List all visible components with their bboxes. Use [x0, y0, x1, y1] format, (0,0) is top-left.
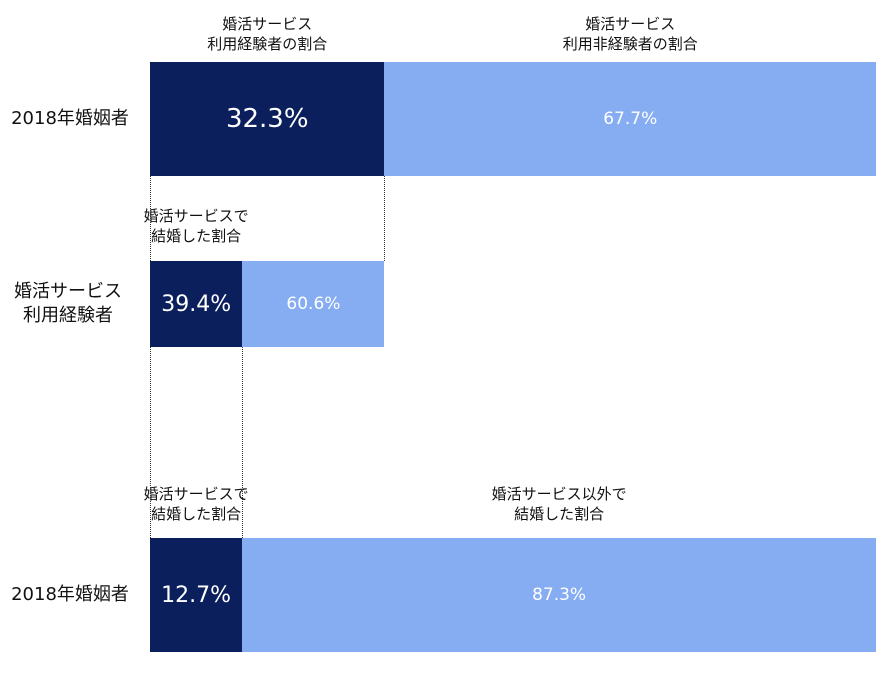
data-label: 67.7% [603, 109, 658, 129]
bar-segment: 67.7% [384, 62, 876, 176]
connector-line [150, 347, 151, 538]
data-label: 60.6% [286, 294, 341, 314]
connector-line [150, 176, 151, 261]
bar-segment: 12.7% [150, 538, 243, 652]
segment-caption: 婚活サービス以外で 結婚した割合 [491, 485, 627, 523]
data-label: 87.3% [532, 585, 587, 605]
row-label: 2018年婚姻者 [11, 584, 129, 605]
segment-caption: 婚活サービス 利用経験者の割合 [207, 15, 328, 53]
connector-line [242, 347, 244, 538]
connector-line [384, 176, 386, 261]
data-label: 39.4% [161, 291, 232, 317]
segment-caption: 婚活サービスで 結婚した割合 [143, 207, 249, 245]
bar-segment: 32.3% [150, 62, 385, 176]
data-label: 32.3% [225, 104, 309, 134]
row-label: 2018年婚姻者 [11, 108, 129, 129]
bar-segment: 60.6% [242, 261, 385, 347]
bar-segment: 87.3% [242, 538, 876, 652]
segment-caption: 婚活サービス 利用非経験者の割合 [562, 15, 698, 53]
bar-segment: 39.4% [150, 261, 243, 347]
row-label: 婚活サービス 利用経験者 [14, 281, 122, 326]
segment-caption: 婚活サービスで 結婚した割合 [143, 485, 249, 523]
data-label: 12.7% [161, 582, 232, 608]
